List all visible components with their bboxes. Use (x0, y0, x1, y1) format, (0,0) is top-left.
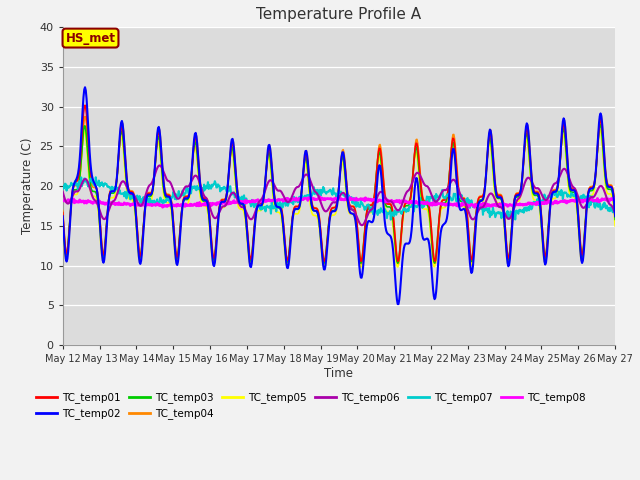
TC_temp07 (611, 209, 619, 215)
TC_temp07 (69, 182, 77, 188)
TC_temp05 (423, 206, 431, 212)
TC_temp08 (316, 193, 323, 199)
TC_temp04 (69, 188, 77, 193)
TC_temp03 (423, 202, 431, 207)
TC_temp08 (59, 198, 67, 204)
TC_temp04 (182, 193, 189, 199)
Title: Temperature Profile A: Temperature Profile A (257, 7, 422, 22)
TC_temp07 (182, 184, 190, 190)
TC_temp08 (470, 204, 478, 210)
TC_temp08 (182, 201, 189, 207)
TC_temp06 (358, 222, 365, 228)
Line: TC_temp04: TC_temp04 (63, 115, 615, 264)
TC_temp03 (394, 260, 401, 266)
TC_temp08 (611, 195, 619, 201)
Line: TC_temp08: TC_temp08 (63, 196, 615, 207)
TC_temp01 (408, 188, 415, 193)
TC_temp01 (182, 194, 190, 200)
TC_temp02 (408, 228, 415, 233)
Text: HS_met: HS_met (65, 32, 115, 45)
TC_temp03 (596, 121, 604, 127)
TC_temp04 (211, 255, 219, 261)
TC_temp01 (394, 258, 401, 264)
TC_temp04 (407, 193, 415, 199)
TC_temp04 (321, 261, 328, 267)
Line: TC_temp06: TC_temp06 (63, 166, 615, 225)
TC_temp07 (212, 180, 220, 186)
TC_temp07 (408, 204, 415, 209)
X-axis label: Time: Time (324, 367, 353, 380)
TC_temp01 (424, 199, 431, 205)
TC_temp08 (423, 200, 431, 205)
TC_temp02 (59, 213, 67, 219)
TC_temp03 (182, 197, 189, 203)
TC_temp06 (182, 183, 190, 189)
TC_temp03 (407, 194, 415, 200)
TC_temp07 (127, 196, 134, 202)
TC_temp06 (59, 189, 67, 195)
Line: TC_temp01: TC_temp01 (63, 105, 615, 261)
TC_temp06 (408, 181, 415, 187)
TC_temp02 (424, 236, 431, 241)
TC_temp02 (182, 195, 190, 201)
TC_temp08 (69, 199, 77, 204)
TC_temp07 (387, 217, 395, 223)
TC_temp06 (611, 211, 619, 216)
TC_temp05 (69, 193, 77, 199)
TC_temp02 (611, 213, 619, 219)
TC_temp03 (211, 252, 219, 257)
TC_temp07 (59, 183, 67, 189)
Line: TC_temp07: TC_temp07 (63, 177, 615, 220)
TC_temp05 (320, 264, 328, 270)
TC_temp05 (596, 127, 604, 133)
TC_temp04 (59, 208, 67, 214)
TC_temp05 (611, 223, 619, 229)
TC_temp01 (611, 210, 619, 216)
Line: TC_temp03: TC_temp03 (63, 124, 615, 263)
TC_temp06 (69, 192, 77, 198)
TC_temp02 (69, 187, 77, 192)
Line: TC_temp02: TC_temp02 (63, 87, 615, 304)
TC_temp08 (125, 202, 133, 207)
TC_temp02 (81, 84, 89, 90)
TC_temp02 (212, 252, 220, 258)
TC_temp06 (125, 190, 133, 196)
TC_temp04 (125, 188, 133, 193)
TC_temp05 (211, 254, 219, 260)
TC_temp03 (69, 190, 77, 195)
TC_temp04 (611, 208, 619, 214)
Line: TC_temp05: TC_temp05 (63, 130, 615, 267)
TC_temp03 (59, 216, 67, 222)
TC_temp05 (407, 198, 415, 204)
TC_temp06 (212, 215, 220, 221)
TC_temp01 (59, 210, 67, 216)
TC_temp05 (125, 196, 133, 202)
TC_temp04 (423, 198, 431, 204)
TC_temp06 (156, 163, 163, 168)
TC_temp01 (212, 246, 220, 252)
Legend: TC_temp01, TC_temp02, TC_temp03, TC_temp04, TC_temp05, TC_temp06, TC_temp07, TC_: TC_temp01, TC_temp02, TC_temp03, TC_temp… (32, 388, 590, 424)
TC_temp06 (424, 184, 431, 190)
TC_temp07 (92, 174, 100, 180)
TC_temp08 (211, 201, 219, 206)
Y-axis label: Temperature (C): Temperature (C) (21, 138, 34, 234)
TC_temp03 (611, 216, 619, 222)
TC_temp08 (407, 200, 415, 205)
TC_temp05 (59, 223, 67, 229)
TC_temp02 (127, 190, 134, 196)
TC_temp07 (424, 195, 431, 201)
TC_temp05 (182, 201, 189, 207)
TC_temp03 (125, 192, 133, 197)
TC_temp01 (127, 189, 134, 194)
TC_temp01 (81, 102, 89, 108)
TC_temp01 (69, 186, 77, 192)
TC_temp02 (394, 301, 401, 307)
TC_temp04 (596, 112, 604, 118)
